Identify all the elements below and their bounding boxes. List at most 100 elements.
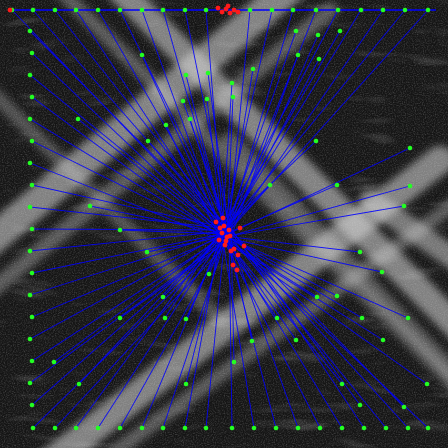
red-keypoint — [221, 223, 227, 229]
match-line — [220, 230, 429, 429]
green-keypoint — [75, 116, 81, 122]
green-keypoint — [267, 182, 273, 188]
green-keypoint — [76, 381, 82, 387]
green-keypoint — [27, 160, 33, 166]
red-keypoint — [216, 237, 222, 243]
green-keypoint — [27, 28, 33, 34]
green-keypoint — [29, 138, 35, 144]
match-line — [222, 9, 406, 233]
green-keypoint — [182, 425, 188, 431]
green-keypoint — [407, 183, 413, 189]
green-keypoint — [405, 425, 411, 431]
match-line — [230, 54, 299, 238]
match-line — [29, 118, 226, 239]
green-keypoint — [183, 72, 189, 78]
match-line — [185, 74, 226, 231]
green-keypoint — [293, 28, 299, 34]
green-keypoint — [27, 380, 33, 386]
green-keypoint — [73, 7, 79, 13]
green-keypoint — [334, 182, 340, 188]
match-line — [162, 237, 222, 298]
green-keypoint — [206, 271, 212, 277]
green-keypoint — [117, 315, 123, 321]
green-keypoint — [357, 402, 363, 408]
green-keypoint — [383, 425, 389, 431]
red-keypoint — [227, 233, 233, 239]
green-keypoint — [315, 32, 321, 38]
green-keypoint — [204, 96, 210, 102]
green-keypoint — [358, 7, 364, 13]
red-keypoint — [230, 262, 236, 268]
red-keypoint — [225, 3, 231, 9]
green-keypoint — [187, 116, 193, 122]
match-line — [223, 239, 428, 385]
green-keypoint — [313, 138, 319, 144]
green-keypoint — [30, 7, 36, 13]
match-line — [208, 231, 228, 275]
green-keypoint — [29, 50, 35, 56]
green-keypoint — [183, 381, 189, 387]
red-keypoint — [215, 5, 221, 11]
match-line — [230, 232, 235, 363]
match-line — [223, 235, 361, 253]
match-line — [31, 140, 230, 240]
match-line — [31, 184, 227, 229]
green-keypoint — [73, 425, 79, 431]
match-line — [227, 229, 409, 429]
match-line — [229, 227, 361, 406]
match-line — [225, 239, 343, 385]
green-keypoint — [27, 116, 33, 122]
green-keypoint — [117, 227, 123, 233]
match-line — [141, 54, 222, 230]
green-keypoint — [247, 7, 253, 13]
match-line — [75, 9, 223, 232]
green-keypoint — [203, 7, 209, 13]
match-line — [54, 239, 231, 429]
green-keypoint — [117, 425, 123, 431]
red-keypoint — [7, 7, 13, 13]
match-line — [31, 52, 225, 236]
match-line — [229, 9, 384, 232]
match-line — [162, 9, 228, 236]
match-line — [225, 236, 277, 429]
green-keypoint — [29, 402, 35, 408]
red-keypoint — [234, 267, 240, 273]
green-keypoint — [183, 316, 189, 322]
match-line — [29, 234, 222, 340]
match-line — [31, 233, 229, 318]
match-line — [229, 184, 338, 233]
green-keypoint — [205, 70, 211, 76]
green-keypoint — [424, 381, 430, 387]
green-keypoint — [30, 425, 36, 431]
red-keypoint — [220, 215, 226, 221]
match-line — [226, 96, 234, 237]
match-line — [224, 238, 318, 298]
green-keypoint — [334, 293, 340, 299]
green-keypoint — [401, 404, 407, 410]
green-keypoint — [273, 425, 279, 431]
match-line — [147, 140, 230, 230]
red-keypoint — [241, 243, 247, 249]
red-keypoint — [231, 7, 237, 13]
match-line — [228, 234, 233, 429]
match-line — [226, 239, 343, 429]
match-line — [29, 230, 228, 252]
match-line — [119, 9, 231, 234]
green-keypoint — [27, 204, 33, 210]
match-line — [226, 237, 383, 273]
green-keypoint — [117, 7, 123, 13]
green-keypoint — [361, 425, 367, 431]
green-keypoint — [139, 7, 145, 13]
red-keypoint — [237, 225, 243, 231]
match-line — [228, 9, 317, 229]
match-line — [228, 237, 363, 319]
green-keypoint — [402, 7, 408, 13]
green-keypoint — [250, 66, 256, 72]
match-line — [229, 237, 299, 429]
match-line — [230, 238, 409, 319]
match-line — [119, 229, 232, 429]
green-keypoint — [29, 270, 35, 276]
match-line — [29, 74, 229, 237]
match-line — [221, 30, 341, 235]
match-line — [97, 9, 227, 233]
